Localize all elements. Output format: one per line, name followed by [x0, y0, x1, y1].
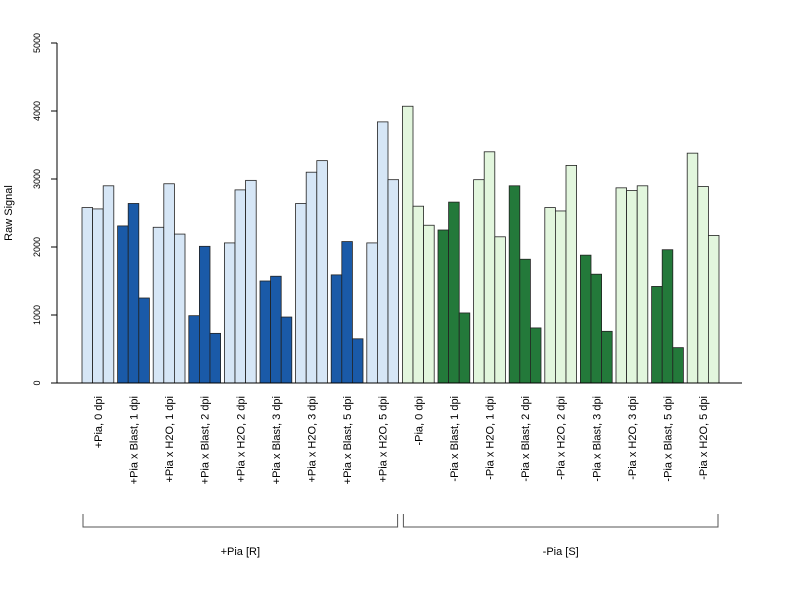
- y-tick-label: 3000: [32, 169, 42, 189]
- bar: [341, 241, 353, 384]
- bar: [316, 160, 328, 384]
- x-tick-label: -Pia x H2O, 1 dpi: [485, 396, 497, 480]
- bar: [209, 332, 222, 384]
- bar: [565, 164, 578, 384]
- bar: [366, 242, 378, 384]
- bar: [494, 236, 506, 384]
- x-tick-label: -Pia x Blast, 1 dpi: [449, 396, 461, 482]
- bar: [138, 297, 150, 384]
- bar: [387, 179, 400, 384]
- bar: [661, 249, 674, 384]
- y-tick-label: 2000: [32, 237, 42, 257]
- group-label: -Pia [S]: [543, 546, 579, 558]
- x-axis: +Pia, 0 dpi +Pia x Blast, 1 dpi +Pia x H2O…: [57, 382, 742, 484]
- bar: [173, 233, 186, 384]
- bar: [188, 315, 200, 384]
- y-tick-label: 5000: [32, 33, 42, 53]
- y-axis-title: Raw Signal: [3, 185, 15, 241]
- bar: [448, 201, 460, 384]
- bar: [280, 316, 293, 384]
- bar: [651, 286, 663, 384]
- bar: [330, 274, 343, 384]
- x-tick-label: -Pia x Blast, 3 dpi: [591, 396, 603, 482]
- bar: [270, 275, 282, 384]
- bar: [458, 312, 471, 384]
- x-tick-label: -Pia x H2O, 3 dpi: [627, 396, 639, 480]
- bar: [590, 273, 603, 384]
- bar: [412, 205, 425, 384]
- bar: [259, 280, 272, 384]
- bar: [555, 210, 567, 384]
- bar: [544, 207, 556, 384]
- group-bracket: [402, 514, 719, 528]
- group-bracket: [82, 514, 399, 528]
- x-tick-label: +Pia x H2O, 1 dpi: [164, 396, 176, 483]
- bars: [81, 105, 720, 384]
- bar: [437, 229, 450, 384]
- bar: [636, 185, 649, 384]
- bar: [615, 187, 628, 384]
- bar: [351, 338, 364, 384]
- x-tick-label: +Pia x Blast, 3 dpi: [271, 396, 283, 484]
- y-tick-label: 0: [32, 380, 42, 385]
- bar: [198, 245, 211, 384]
- bar: [295, 203, 307, 384]
- x-tick-label: -Pia x H2O, 2 dpi: [556, 396, 568, 480]
- bar: [423, 224, 435, 384]
- y-tick-label: 4000: [32, 101, 42, 121]
- bar: [473, 179, 485, 384]
- bar: [163, 183, 175, 384]
- bar: [626, 190, 638, 384]
- x-tick-label: -Pia x Blast, 5 dpi: [663, 396, 675, 482]
- x-tick-label: +Pia x Blast, 5 dpi: [342, 396, 354, 484]
- x-tick-label: +Pia, 0 dpi: [93, 396, 105, 448]
- bar: [601, 330, 613, 384]
- bar: [152, 226, 165, 384]
- x-tick-label: +Pia x Blast, 1 dpi: [129, 396, 141, 484]
- bar: [530, 327, 542, 384]
- bar: [519, 258, 531, 384]
- x-tick-label: -Pia x Blast, 2 dpi: [520, 396, 532, 482]
- bar: [81, 207, 94, 384]
- group-label: +Pia [R]: [221, 546, 260, 558]
- bar: [708, 235, 720, 384]
- bar: [234, 189, 247, 384]
- bar: [223, 242, 236, 384]
- bar: [305, 171, 318, 384]
- x-tick-label: +Pia x H2O, 3 dpi: [307, 396, 319, 483]
- bar: [401, 105, 414, 384]
- bar: [127, 203, 140, 384]
- x-tick-label: +Pia x Blast, 2 dpi: [200, 396, 212, 484]
- bar: [580, 254, 592, 384]
- bar: [508, 185, 521, 384]
- bar: [483, 151, 496, 384]
- bar: [686, 152, 699, 384]
- bar: [376, 121, 389, 384]
- x-tick-label: -Pia x H2O, 5 dpi: [698, 396, 710, 480]
- x-tick-label: +Pia x H2O, 5 dpi: [378, 396, 390, 483]
- bar: [102, 185, 115, 384]
- y-tick-label: 1000: [32, 305, 42, 325]
- y-axis: 0 1000 2000 3000 4000 5000: [32, 33, 58, 386]
- group-brackets: +Pia [R] -Pia [S]: [82, 514, 719, 558]
- bar: [117, 225, 129, 384]
- x-tick-label: -Pia, 0 dpi: [413, 396, 425, 446]
- bar: [672, 347, 684, 384]
- bar: [92, 208, 104, 384]
- bar: [697, 186, 709, 384]
- x-tick-label: +Pia x H2O, 2 dpi: [235, 396, 247, 483]
- bar: [245, 179, 257, 384]
